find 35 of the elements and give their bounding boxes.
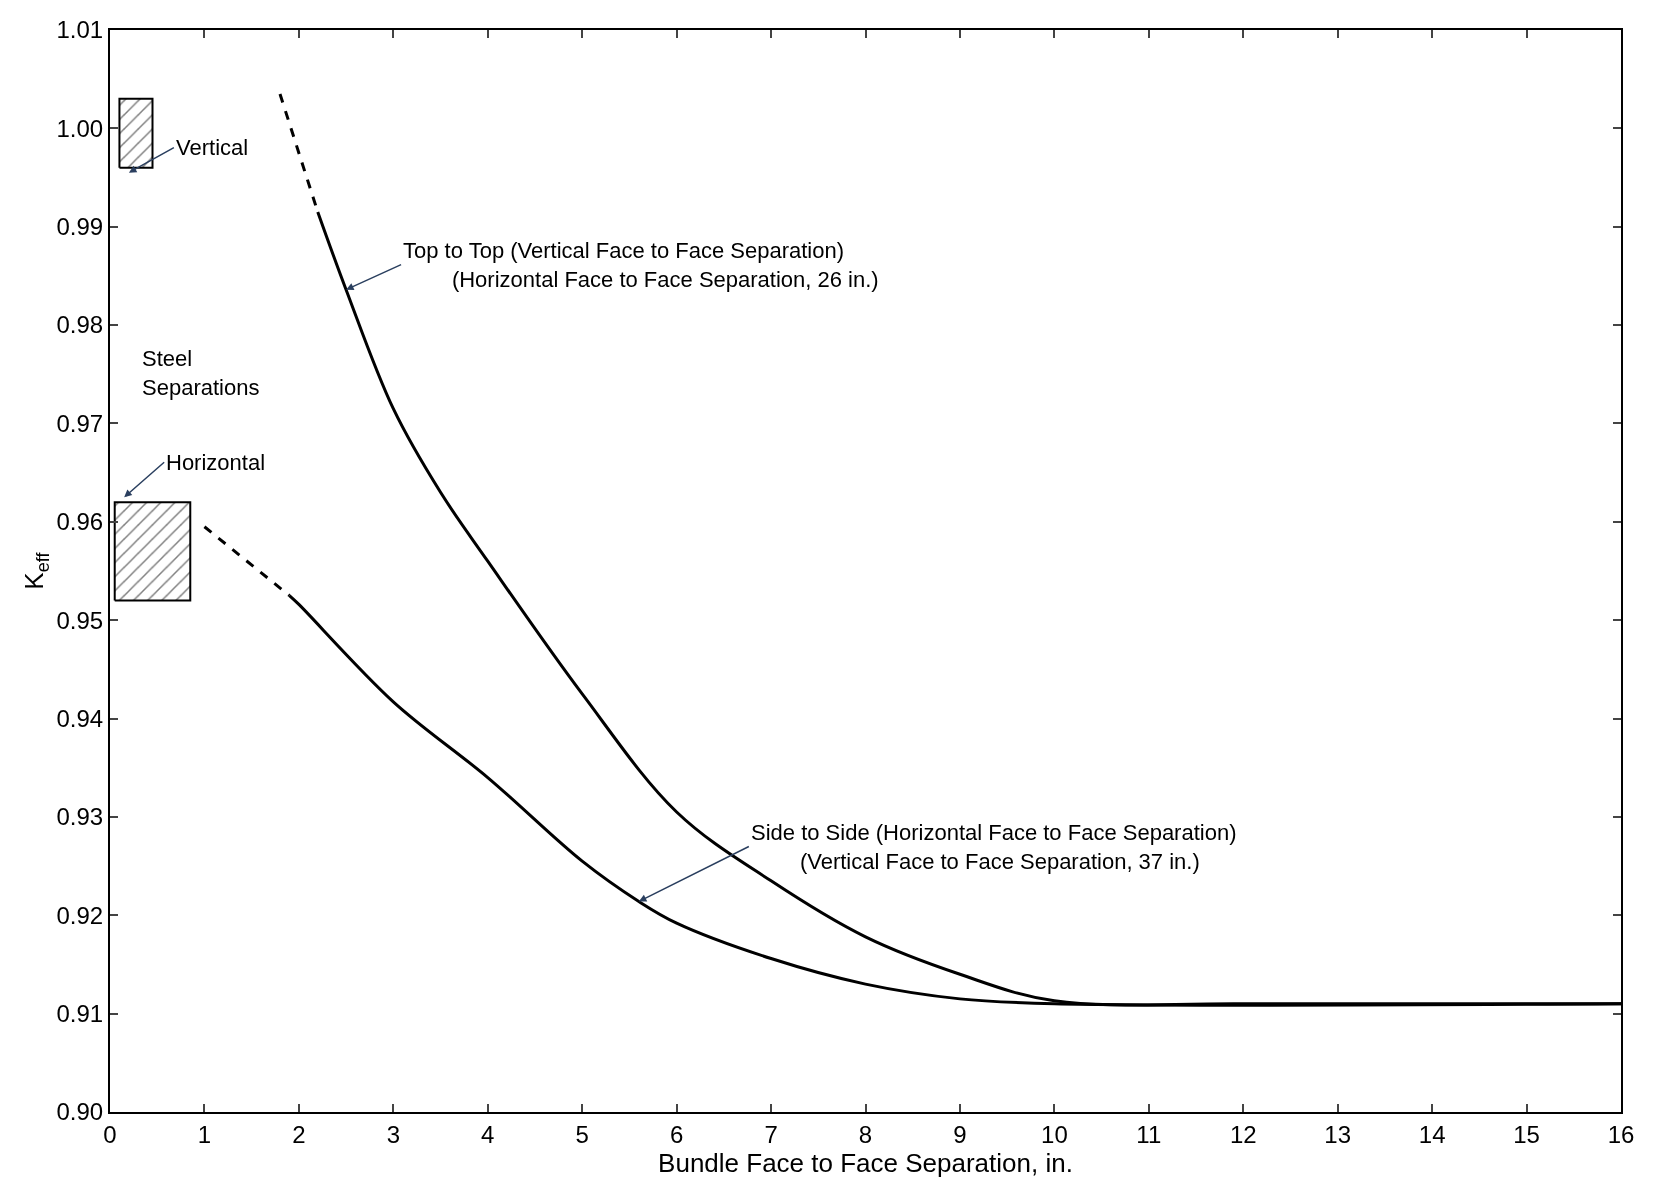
x-axis-title: Bundle Face to Face Separation, in. [658,1147,1073,1178]
x-tick-label: 7 [764,1120,778,1148]
y-tick-label: 0.95 [56,606,104,634]
y-tick-label: 0.97 [56,409,104,437]
x-tick-label: 9 [953,1120,967,1148]
x-tick-label: 14 [1418,1120,1446,1148]
x-tick-label: 13 [1324,1120,1352,1148]
annotation: Vertical [176,135,249,160]
annotation: Steel Separations [142,346,260,400]
y-tick-label: 0.91 [56,1000,104,1028]
y-tick-label: 0.98 [56,311,104,339]
x-tick-label: 3 [386,1120,400,1148]
x-tick-label: 1 [197,1120,212,1148]
y-tick-label: 0.99 [56,213,104,241]
y-tick-label: 0.93 [56,803,104,831]
x-tick-label: 4 [481,1120,495,1148]
annotation: Side to Side (Horizontal Face to Face Separation) (Vertical Face to Face Separation, 37 in.) [751,820,1237,874]
y-tick-label: 0.90 [56,1098,104,1126]
annotation: Horizontal [166,450,266,475]
x-tick-label: 10 [1041,1120,1068,1148]
y-tick-label: 0.92 [56,901,104,929]
x-tick-label: 6 [669,1120,684,1148]
x-tick-label: 11 [1136,1120,1162,1148]
x-tick-label: 8 [858,1120,873,1148]
y-tick-label: 0.94 [56,704,104,732]
x-tick-label: 16 [1607,1120,1635,1148]
x-tick-label: 2 [292,1120,306,1148]
y-tick-label: 1.01 [56,16,104,44]
x-tick-label: 12 [1229,1120,1257,1148]
y-tick-label: 1.00 [56,114,104,142]
y-tick-label: 0.96 [56,508,104,536]
x-tick-label: 5 [575,1120,589,1148]
x-tick-label: 15 [1513,1120,1540,1148]
x-tick-label: 0 [103,1120,117,1148]
annotation: Top to Top (Vertical Face to Face Separation) (Horizontal Face to Face Separation, 26 in.) [403,238,879,292]
